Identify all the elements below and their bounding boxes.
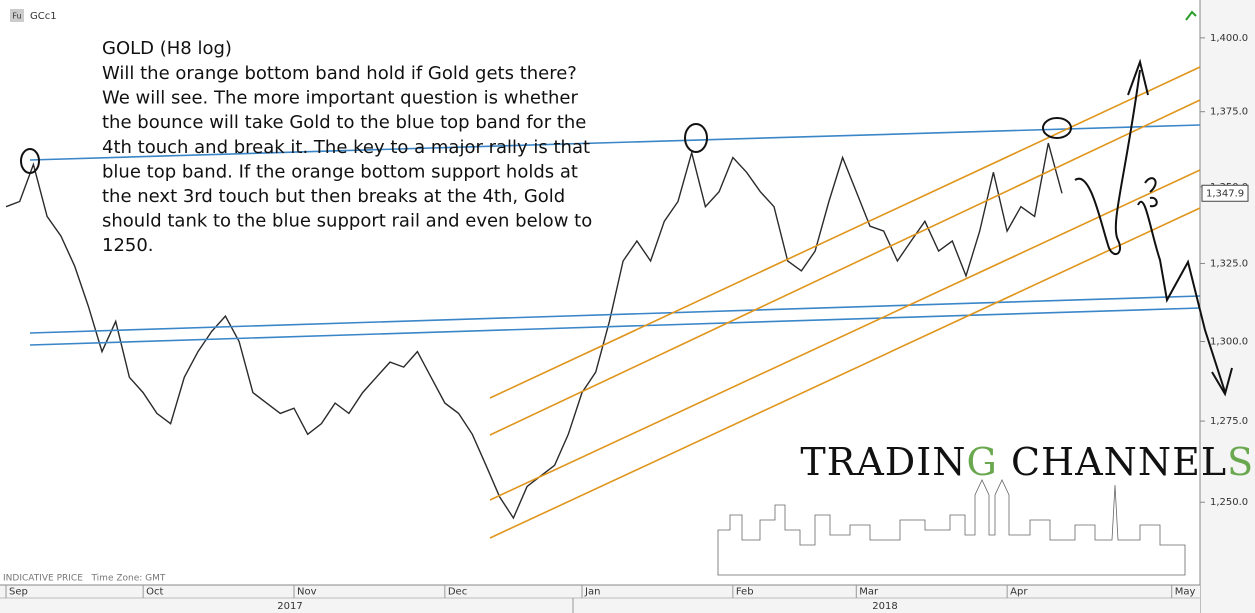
x-tick-label: Jan <box>584 587 600 598</box>
blue-top-band <box>29 124 1201 161</box>
last-price-label: 1,347.9 <box>1206 188 1244 199</box>
y-tick-label: 1,275.0 <box>1210 416 1248 427</box>
y-tick-label: 1,325.0 <box>1210 258 1248 269</box>
annotation-line: 1250. <box>102 235 154 256</box>
blue-support-rail <box>29 307 1201 346</box>
annotation-title: GOLD (H8 log) <box>102 38 232 59</box>
logo-part: TRADIN <box>800 440 966 484</box>
annotation-line: We will see. The more important question… <box>102 88 578 109</box>
orange-channel <box>489 207 1201 539</box>
y-tick-label: 1,300.0 <box>1210 337 1248 348</box>
symbol-badge: Fu <box>12 12 21 21</box>
annotation-line: Will the orange bottom band hold if Gold… <box>102 63 577 84</box>
x-tick-label: Feb <box>736 587 754 598</box>
orange-channel <box>489 169 1201 501</box>
x-tick-label: Apr <box>1010 587 1028 598</box>
orange-channel <box>489 99 1201 436</box>
x-axis-panel <box>0 585 1200 613</box>
touch-circle <box>20 148 40 174</box>
touch-circle <box>1042 117 1072 139</box>
skyline-outline <box>717 479 1186 576</box>
x-tick-label: Oct <box>146 587 163 598</box>
year-label: 2017 <box>277 601 302 612</box>
annotation-line: the next 3rd touch but then breaks at th… <box>102 186 565 207</box>
status-icon <box>1185 10 1197 21</box>
price-line <box>5 142 1063 520</box>
logo-part: S <box>1227 440 1254 484</box>
footer-note: INDICATIVE PRICE Time Zone: GMT <box>3 574 166 584</box>
annotation-line: should tank to the blue support rail and… <box>102 211 592 232</box>
x-tick-label: Dec <box>448 587 467 598</box>
logo-part: G <box>967 440 998 484</box>
x-tick-label: Mar <box>859 587 879 598</box>
symbol-badge-box <box>10 9 24 22</box>
bullish-arrow <box>1074 69 1141 255</box>
touch-circle <box>684 123 708 153</box>
bearish-arrow <box>1137 201 1226 393</box>
arrow-head <box>1127 58 1149 96</box>
y-tick-label: 1,250.0 <box>1210 497 1248 508</box>
hand-drawings <box>20 58 1233 397</box>
question-mark <box>1144 177 1158 208</box>
logo-part: CHANNEL <box>998 440 1227 484</box>
trendlines <box>29 66 1201 539</box>
plot-area <box>5 142 1063 520</box>
x-tick-label: May <box>1175 587 1196 598</box>
annotation-line: 4th touch and break it. The key to a maj… <box>102 137 590 158</box>
skyline <box>717 479 1186 576</box>
annotation-line: the bounce will take Gold to the blue to… <box>102 112 586 133</box>
arrow-head <box>1211 367 1233 397</box>
y-tick-label: 1,400.0 <box>1210 33 1248 44</box>
blue-support-rail <box>29 295 1201 334</box>
orange-channel <box>489 66 1201 399</box>
x-tick-label: Nov <box>297 587 317 598</box>
y-tick-label: 1,375.0 <box>1210 107 1248 118</box>
symbol: GCc1 <box>30 11 57 22</box>
x-tick-label: Sep <box>9 587 28 598</box>
last-price-box <box>1201 184 1249 202</box>
y-axis-panel <box>1200 0 1255 613</box>
annotation-body: Will the orange bottom band hold if Gold… <box>102 63 592 256</box>
year-label: 2018 <box>872 601 897 612</box>
logo: TRADING CHANNELS <box>735 440 1255 484</box>
annotation-line: blue top band. If the orange bottom supp… <box>102 161 578 182</box>
